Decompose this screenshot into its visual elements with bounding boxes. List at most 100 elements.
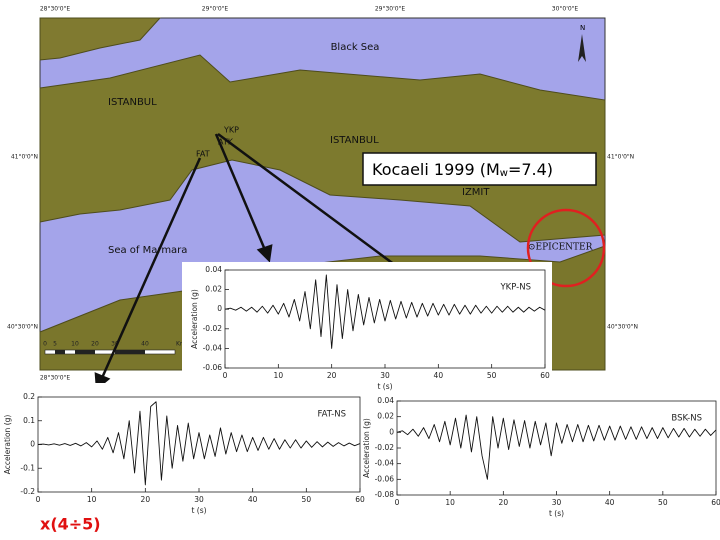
x-tick-label: 40 — [434, 371, 444, 380]
x-tick-label: 60 — [540, 371, 550, 380]
y-tick-label: 0.02 — [377, 412, 394, 421]
scale-label: Km — [176, 341, 186, 348]
y-tick-label: -0.04 — [203, 343, 223, 352]
waveform — [396, 414, 717, 480]
station-label: ATK — [218, 138, 234, 147]
station-label: FAT — [196, 150, 210, 159]
scale-label: 5 — [53, 341, 57, 348]
scale-label: 10 — [71, 341, 79, 348]
chart-title: BSK-NS — [671, 414, 702, 424]
y-axis-label: Acceleration (g) — [190, 289, 199, 349]
place-label: ISTANBUL — [330, 135, 379, 146]
scale-labels: 0 5 10 20 30 40 Km — [43, 341, 186, 348]
x-tick-label: 60 — [711, 498, 720, 507]
y-tick-label: 0.02 — [205, 285, 222, 294]
callout-prefix: Kocaeli 1999 (M — [372, 160, 500, 179]
scale-bar — [115, 350, 145, 354]
chart-background — [374, 393, 720, 538]
graticule-label: 40°30'0"N — [607, 324, 638, 331]
x-tick-label: 0 — [395, 498, 400, 507]
y-tick-label: 0 — [217, 304, 222, 313]
y-tick-label: -0.02 — [375, 443, 395, 452]
waveform — [224, 274, 546, 349]
waveform — [37, 401, 361, 486]
arrow — [100, 157, 202, 379]
y-tick-label: -0.1 — [20, 463, 35, 472]
y-tick-label: 0 — [30, 440, 35, 449]
place-label: Black Sea — [331, 42, 380, 53]
arrow — [217, 132, 396, 267]
y-tick-label: 0.04 — [205, 265, 222, 274]
scale-label: 0 — [43, 341, 47, 348]
scale-label: 20 — [91, 341, 99, 348]
y-tick-label: 0.04 — [377, 396, 394, 405]
lake — [204, 202, 220, 210]
x-tick-label: 20 — [141, 495, 151, 504]
y-tick-label: -0.06 — [375, 474, 395, 483]
x-tick-label: 30 — [194, 495, 204, 504]
x-tick-label: 20 — [327, 371, 337, 380]
x-tick-label: 50 — [487, 371, 497, 380]
north-land — [39, 54, 606, 243]
graticule-label: 40°30'0"N — [7, 324, 38, 331]
y-tick-label: -0.2 — [20, 487, 35, 496]
north-arrow — [578, 34, 586, 62]
scale-bar — [44, 349, 176, 355]
chart-title: FAT-NS — [318, 410, 347, 420]
scale-bar — [55, 350, 65, 354]
callout-box — [362, 152, 597, 186]
callout-suffix: =7.4) — [508, 160, 553, 179]
graticule-label: 41°0'0"N — [11, 154, 38, 161]
chart: 0 10 20 30 40 50 60 0.04 0.02 0 -0.02 -0.04 -0.06 t (… — [182, 262, 552, 391]
y-tick-label: -0.08 — [375, 490, 395, 499]
scale-label: 40 — [141, 341, 149, 348]
scale-label: 30 — [111, 341, 119, 348]
y-tick-label: -0.06 — [203, 363, 223, 372]
northwest-land — [39, 17, 162, 61]
graticule-label: 28°30'0"E — [40, 6, 70, 13]
x-axis-label: t (s) — [191, 506, 206, 515]
graticule-label: 29°0'0"E — [202, 6, 229, 13]
north-label: N — [580, 24, 585, 32]
y-tick-label: 0.2 — [23, 392, 35, 401]
callout: Kocaeli 1999 (Mw=7.4) — [362, 152, 597, 186]
scale-bar — [75, 350, 95, 354]
arrow-head — [256, 244, 273, 263]
y-tick-label: 0 — [389, 427, 394, 436]
x-tick-label: 0 — [223, 371, 228, 380]
y-axis-label: Acceleration (g) — [3, 415, 12, 475]
callout-text: Kocaeli 1999 (Mw=7.4) — [372, 160, 553, 180]
callout-subscript: w — [500, 168, 508, 179]
epicenter-label: ⊙EPICENTER — [528, 243, 593, 253]
x-tick-label: 40 — [605, 498, 615, 507]
y-tick-label: 0.1 — [23, 416, 35, 425]
x-tick-label: 50 — [658, 498, 668, 507]
station-label: YKP — [223, 126, 239, 135]
graticule-label: 29°30'0"E — [375, 6, 405, 13]
x-tick-label: 30 — [552, 498, 562, 507]
y-tick-label: -0.04 — [375, 459, 395, 468]
x-tick-label: 20 — [499, 498, 509, 507]
x-tick-label: 40 — [248, 495, 258, 504]
place-label: Sea of Marmara — [108, 245, 187, 256]
charts: 0 10 20 30 40 50 600.040.020-0.02-0.04-0.06t (… — [0, 262, 720, 538]
x-tick-label: 10 — [274, 371, 284, 380]
chart: 0 10 20 30 40 50 60 0.2 0.1 0 -0.1 -0.2 t (s) Acceler… — [0, 383, 366, 538]
graticule-label: 28°30'0"E — [40, 375, 70, 382]
chart-title: YKP-NS — [499, 283, 531, 293]
place-label: IZMIT — [462, 187, 490, 198]
x-axis-label: t (s) — [549, 509, 564, 518]
x-tick-label: 30 — [380, 371, 390, 380]
chart: 0 10 20 30 40 50 60 0.04 0.02 0 -0.02 -0.04 -0.06 -0.… — [362, 393, 720, 538]
place-label: ISTANBUL — [108, 97, 157, 108]
x-tick-label: 0 — [36, 495, 41, 504]
chart-background — [182, 262, 552, 390]
graticule-label: 30°0'0"E — [552, 6, 579, 13]
y-axis-label: Acceleration (g) — [362, 418, 371, 478]
x-tick-label: 60 — [355, 495, 365, 504]
arrows — [94, 132, 396, 391]
x-tick-label: 10 — [87, 495, 97, 504]
x-tick-label: 10 — [445, 498, 455, 507]
epicenter-circle — [526, 208, 606, 288]
